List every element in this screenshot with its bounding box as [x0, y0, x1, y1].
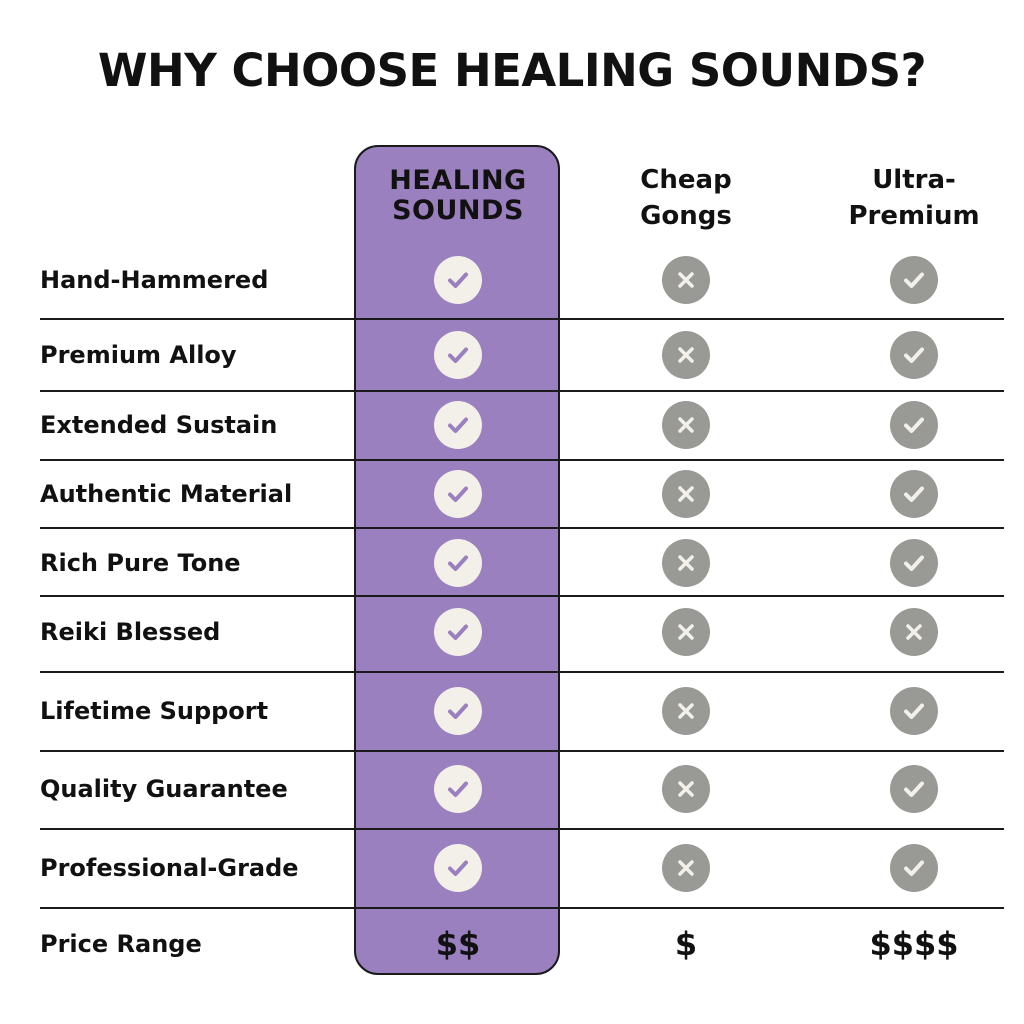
check-icon: [434, 844, 482, 892]
feature-label: Extended Sustain: [40, 411, 278, 439]
check-icon: [890, 401, 938, 449]
column-header-healing-sounds: HEALING SOUNDS: [389, 165, 527, 226]
column-header-cheap-gongs: Cheap Gongs: [640, 165, 732, 231]
check-icon: [434, 331, 482, 379]
feature-label: Hand-Hammered: [40, 266, 269, 294]
column-header-ultra-premium: Ultra- Premium: [848, 165, 980, 231]
feature-label: Professional-Grade: [40, 854, 299, 882]
check-icon: [434, 470, 482, 518]
check-icon: [890, 256, 938, 304]
price-value: $: [674, 925, 698, 963]
check-icon: [890, 539, 938, 587]
check-icon: [890, 470, 938, 518]
feature-label: Reiki Blessed: [40, 618, 221, 646]
cross-icon: [662, 539, 710, 587]
feature-label: Quality Guarantee: [40, 775, 288, 803]
row-divider: [40, 595, 1004, 597]
price-value: $$$$: [869, 925, 959, 963]
cross-icon: [662, 470, 710, 518]
row-divider: [40, 671, 1004, 673]
cross-icon: [662, 765, 710, 813]
cross-icon: [890, 608, 938, 656]
feature-label: Premium Alloy: [40, 341, 237, 369]
cross-icon: [662, 687, 710, 735]
check-icon: [434, 401, 482, 449]
row-divider: [40, 907, 1004, 909]
cross-icon: [662, 844, 710, 892]
cross-icon: [662, 331, 710, 379]
cross-icon: [662, 401, 710, 449]
row-divider: [40, 828, 1004, 830]
check-icon: [434, 765, 482, 813]
feature-label: Lifetime Support: [40, 697, 269, 725]
check-icon: [890, 844, 938, 892]
row-divider: [40, 318, 1004, 320]
page-title: WHY CHOOSE HEALING SOUNDS?: [97, 44, 927, 97]
check-icon: [434, 256, 482, 304]
row-divider: [40, 459, 1004, 461]
price-range-label: Price Range: [40, 930, 202, 958]
row-divider: [40, 750, 1004, 752]
check-icon: [890, 687, 938, 735]
check-icon: [434, 608, 482, 656]
check-icon: [434, 687, 482, 735]
price-value: $$: [435, 925, 481, 963]
row-divider: [40, 390, 1004, 392]
check-icon: [890, 331, 938, 379]
row-divider: [40, 527, 1004, 529]
check-icon: [434, 539, 482, 587]
cross-icon: [662, 608, 710, 656]
feature-label: Authentic Material: [40, 480, 293, 508]
feature-label: Rich Pure Tone: [40, 549, 241, 577]
cross-icon: [662, 256, 710, 304]
check-icon: [890, 765, 938, 813]
